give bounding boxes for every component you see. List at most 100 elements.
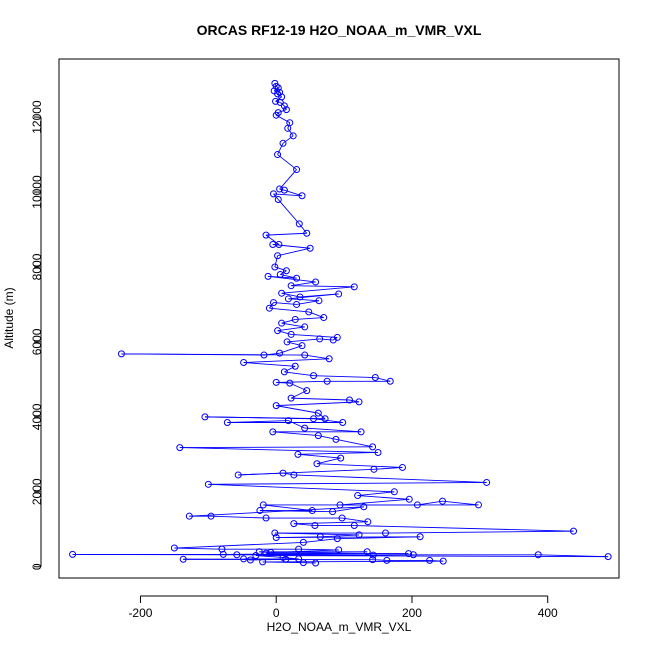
- y-axis: 0 2000 4000 6000 8000 10000 12000: [30, 100, 44, 570]
- data-point: [316, 533, 324, 541]
- data-point: [262, 549, 270, 557]
- data-point: [272, 97, 280, 105]
- series-segment: [275, 100, 281, 103]
- data-point: [270, 190, 277, 198]
- data-point: [439, 557, 447, 565]
- series-segment: [291, 285, 355, 288]
- data-point: [301, 424, 309, 432]
- data-point: [301, 323, 309, 331]
- data-point: [274, 252, 282, 260]
- series-segment: [273, 302, 297, 305]
- series-segment: [297, 452, 379, 455]
- data-point: [369, 556, 377, 564]
- data-point: [69, 550, 77, 558]
- data-point: [295, 220, 303, 228]
- series-segment: [279, 188, 285, 191]
- data-point: [262, 514, 270, 522]
- data-point: [256, 507, 264, 515]
- series-segment: [332, 506, 364, 513]
- data-point: [310, 372, 318, 380]
- series-segment: [279, 345, 303, 354]
- data-point: [321, 415, 329, 423]
- data-point: [280, 102, 288, 110]
- series-segment: [296, 300, 320, 305]
- data-point: [354, 492, 362, 500]
- series-segment: [417, 500, 443, 506]
- series-segment: [277, 143, 284, 155]
- data-point: [201, 413, 209, 421]
- data-point: [336, 501, 344, 509]
- y-tick-label: 2000: [30, 478, 44, 505]
- y-tick-label: 10000: [30, 175, 44, 209]
- series-segment: [373, 467, 403, 470]
- data-point: [320, 314, 328, 322]
- data-point: [357, 428, 365, 436]
- series-segment: [339, 498, 410, 506]
- data-point: [305, 308, 313, 316]
- series-segment: [204, 416, 314, 420]
- data-point: [276, 270, 284, 278]
- series-segment: [442, 500, 479, 506]
- plot-frame: [58, 58, 620, 579]
- y-tick-label: 8000: [30, 253, 44, 280]
- series-segment: [174, 547, 222, 550]
- series-segment: [272, 244, 311, 249]
- series-segment: [208, 483, 395, 493]
- x-tick-label: 0: [273, 606, 280, 620]
- data-point: [310, 415, 318, 423]
- series-segment: [284, 365, 296, 373]
- data-point: [306, 244, 314, 252]
- data-point: [311, 522, 319, 530]
- data-point: [439, 497, 447, 505]
- data-point: [252, 552, 260, 560]
- data-point: [287, 330, 295, 338]
- data-point: [314, 432, 322, 440]
- data-point: [293, 300, 301, 308]
- data-point: [369, 443, 377, 451]
- data-point: [313, 460, 321, 468]
- data-point: [360, 503, 368, 511]
- series-segment: [291, 397, 350, 401]
- data-point: [223, 418, 231, 426]
- series-segment: [341, 517, 368, 523]
- series-segment: [335, 438, 373, 448]
- data-point: [233, 551, 241, 559]
- data-point: [287, 282, 295, 290]
- data-point: [295, 545, 303, 553]
- data-point: [364, 518, 372, 526]
- series-segment: [313, 418, 343, 423]
- data-point: [474, 501, 482, 509]
- data-point: [303, 229, 311, 237]
- data-point: [234, 471, 242, 479]
- data-point: [282, 106, 290, 114]
- data-point: [534, 551, 542, 559]
- series-segment: [255, 555, 609, 558]
- y-tick-label: 6000: [30, 328, 44, 355]
- data-point: [316, 335, 324, 343]
- data-point: [260, 351, 268, 359]
- series-segment: [320, 534, 360, 538]
- series-segment: [291, 333, 338, 338]
- x-axis: -200 0 200 400: [128, 595, 558, 620]
- series-segment: [273, 193, 303, 197]
- data-point: [267, 549, 275, 557]
- data-point: [405, 550, 413, 558]
- data-point: [185, 512, 193, 520]
- data-point: [284, 295, 292, 303]
- data-point: [274, 196, 282, 204]
- data-point: [350, 522, 358, 530]
- series-segment: [277, 247, 311, 257]
- data-point: [329, 508, 337, 516]
- data-point: [219, 550, 227, 558]
- data-point: [278, 289, 286, 297]
- data-point: [335, 546, 343, 554]
- series-segment: [277, 154, 297, 170]
- series-segment: [277, 199, 300, 225]
- series-segment: [303, 538, 338, 543]
- series-segment: [274, 255, 279, 268]
- data-point: [405, 495, 413, 503]
- series-segment: [268, 275, 316, 283]
- data-point: [374, 448, 382, 456]
- series-segment: [276, 381, 290, 384]
- series-segment: [316, 457, 341, 465]
